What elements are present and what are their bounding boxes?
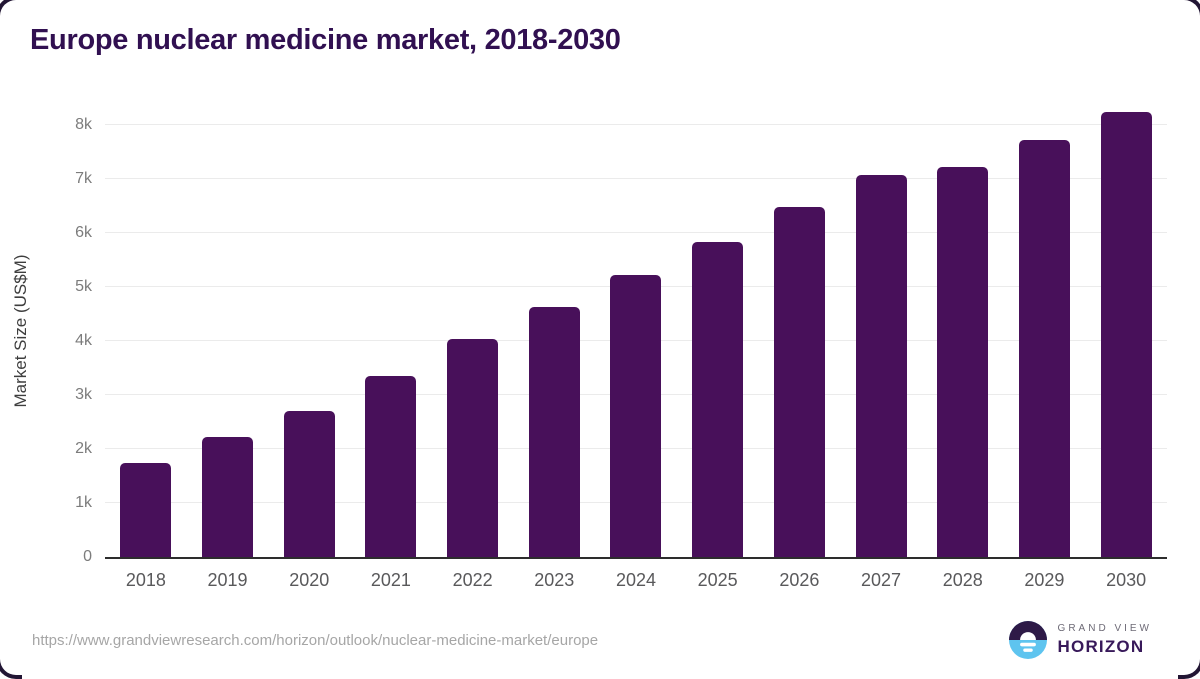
bar-slot-2024 bbox=[595, 100, 677, 557]
bar-chart-plot-area: 0 1k 2k 3k 4k 5k 6k 7k 8k 2018 2019 2020 2021 2022 20… bbox=[75, 100, 1167, 590]
bar-2024 bbox=[610, 275, 662, 557]
horizon-sun-icon bbox=[1008, 621, 1047, 659]
bar-2027 bbox=[855, 175, 907, 557]
bar-slot-2030 bbox=[1085, 100, 1167, 557]
x-axis-labels: 2018 2019 2020 2021 2022 2023 2024 2025 2026 2027… bbox=[105, 570, 1167, 591]
rounded-corner-bottom-left bbox=[0, 653, 22, 679]
bar-slot-2023 bbox=[513, 100, 595, 557]
bar-slot-2025 bbox=[677, 100, 759, 557]
x-label-2018: 2018 bbox=[125, 570, 166, 590]
x-label-2019: 2019 bbox=[207, 570, 248, 590]
source-url: https://www.grandviewresearch.com/horizo… bbox=[32, 632, 599, 649]
logo-product-name: HORIZON bbox=[1057, 637, 1145, 656]
bar-slot-2020 bbox=[268, 100, 350, 557]
y-tick-2k: 2k bbox=[75, 440, 92, 457]
bar-slot-2018 bbox=[105, 100, 187, 557]
bar-2028 bbox=[937, 166, 989, 557]
x-label-2029: 2029 bbox=[1024, 570, 1065, 590]
y-tick-0: 0 bbox=[83, 548, 92, 565]
chart-title: Europe nuclear medicine market, 2018-203… bbox=[30, 24, 621, 56]
x-label-2023: 2023 bbox=[534, 570, 575, 590]
bar-2023 bbox=[528, 306, 580, 557]
bar-2030 bbox=[1100, 111, 1152, 557]
x-label-2028: 2028 bbox=[942, 570, 983, 590]
y-tick-6k: 6k bbox=[75, 224, 92, 241]
bar-2026 bbox=[773, 207, 825, 557]
rounded-corner-bottom-right bbox=[1178, 653, 1200, 679]
bar-slot-2029 bbox=[1004, 100, 1086, 557]
y-tick-8k: 8k bbox=[75, 116, 92, 133]
x-label-2022: 2022 bbox=[452, 570, 493, 590]
bar-2018 bbox=[120, 462, 172, 557]
grand-view-horizon-logo: GRAND VIEW HORIZON bbox=[1008, 621, 1152, 659]
rounded-corner-top-left bbox=[0, 0, 22, 22]
bar-slot-2021 bbox=[350, 100, 432, 557]
bar-slot-2028 bbox=[922, 100, 1004, 557]
bar-slot-2027 bbox=[840, 100, 922, 557]
logo-brand-name: GRAND VIEW bbox=[1057, 623, 1152, 634]
y-tick-5k: 5k bbox=[75, 278, 92, 295]
x-label-2020: 2020 bbox=[289, 570, 330, 590]
bar-2021 bbox=[365, 375, 417, 557]
bar-slot-2022 bbox=[432, 100, 514, 557]
x-label-2024: 2024 bbox=[615, 570, 656, 590]
y-tick-4k: 4k bbox=[75, 332, 92, 349]
y-tick-7k: 7k bbox=[75, 170, 92, 187]
x-label-2021: 2021 bbox=[370, 570, 411, 590]
bar-slot-2019 bbox=[187, 100, 269, 557]
rounded-corner-top-right bbox=[1178, 0, 1200, 22]
gridline-8k bbox=[105, 124, 1167, 125]
gridline-6k bbox=[105, 232, 1167, 233]
x-label-2030: 2030 bbox=[1106, 570, 1147, 590]
x-label-2025: 2025 bbox=[697, 570, 738, 590]
bar-2025 bbox=[692, 241, 744, 557]
bar-2029 bbox=[1018, 140, 1070, 557]
bar-2019 bbox=[202, 436, 254, 557]
bar-series bbox=[105, 100, 1167, 557]
bar-2020 bbox=[283, 410, 335, 557]
y-tick-3k: 3k bbox=[75, 386, 92, 403]
y-tick-1k: 1k bbox=[75, 494, 92, 511]
bar-slot-2026 bbox=[759, 100, 841, 557]
bar-2022 bbox=[447, 338, 499, 557]
x-label-2026: 2026 bbox=[779, 570, 820, 590]
x-label-2027: 2027 bbox=[861, 570, 902, 590]
gridline-7k bbox=[105, 178, 1167, 179]
